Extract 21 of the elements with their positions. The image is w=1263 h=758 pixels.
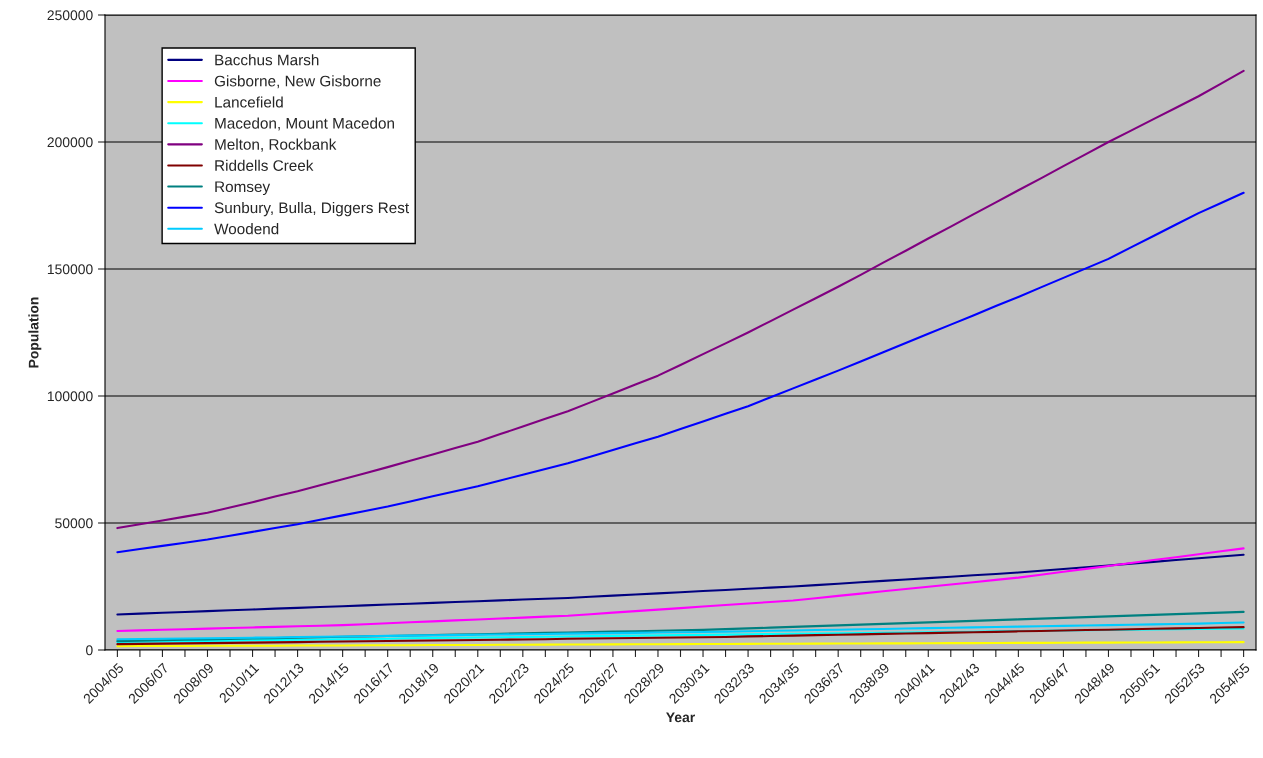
legend-label: Riddells Creek — [215, 159, 314, 171]
y-tick-label: 250000 — [47, 10, 93, 21]
y-axis-title: Population — [28, 297, 42, 368]
legend-label: Lancefield — [215, 96, 283, 108]
y-tick-label: 100000 — [47, 391, 93, 402]
x-axis-title: Year — [666, 712, 695, 723]
y-tick-label: 0 — [86, 645, 93, 656]
legend-label: Gisborne, New Gisborne — [214, 75, 381, 89]
legend-label: Romsey — [215, 181, 271, 196]
y-tick-label: 150000 — [47, 264, 93, 275]
line-series — [116, 547, 1245, 632]
legend-label: Woodend — [214, 223, 279, 235]
legend-label: Melton, Rockbank — [215, 138, 337, 152]
line-series — [116, 553, 1245, 616]
legend-label: Macedon, Mount Macedon — [215, 117, 394, 131]
line-series — [116, 69, 1245, 530]
y-tick-label: 50000 — [55, 518, 93, 529]
legend-label: Bacchus Marsh — [215, 54, 319, 66]
legend-label: Sunbury, Bulla, Diggers Rest — [214, 201, 409, 217]
y-tick-label: 200000 — [47, 137, 93, 148]
line-series — [116, 621, 1245, 641]
